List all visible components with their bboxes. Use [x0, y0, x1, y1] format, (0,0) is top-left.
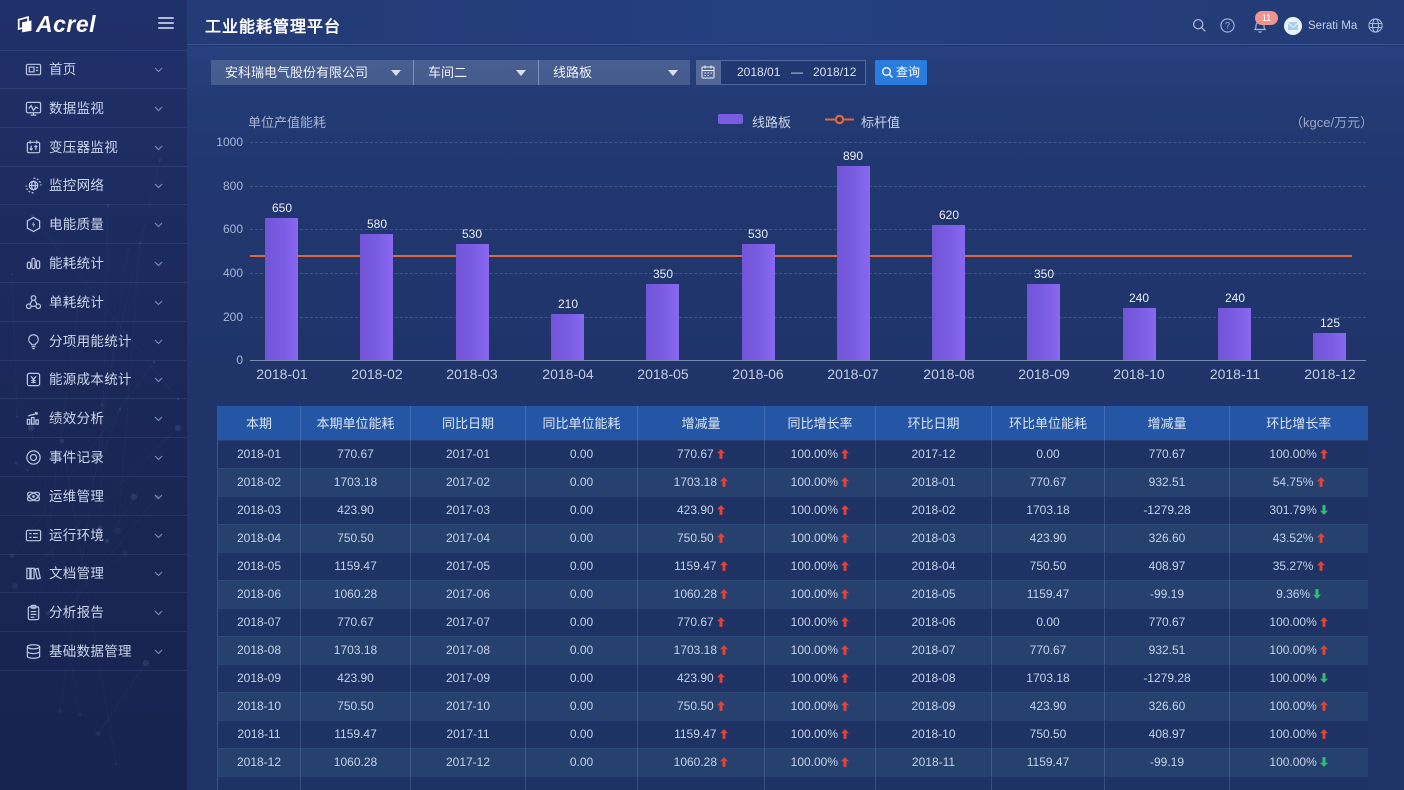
svg-text:?: ?	[1225, 21, 1230, 31]
